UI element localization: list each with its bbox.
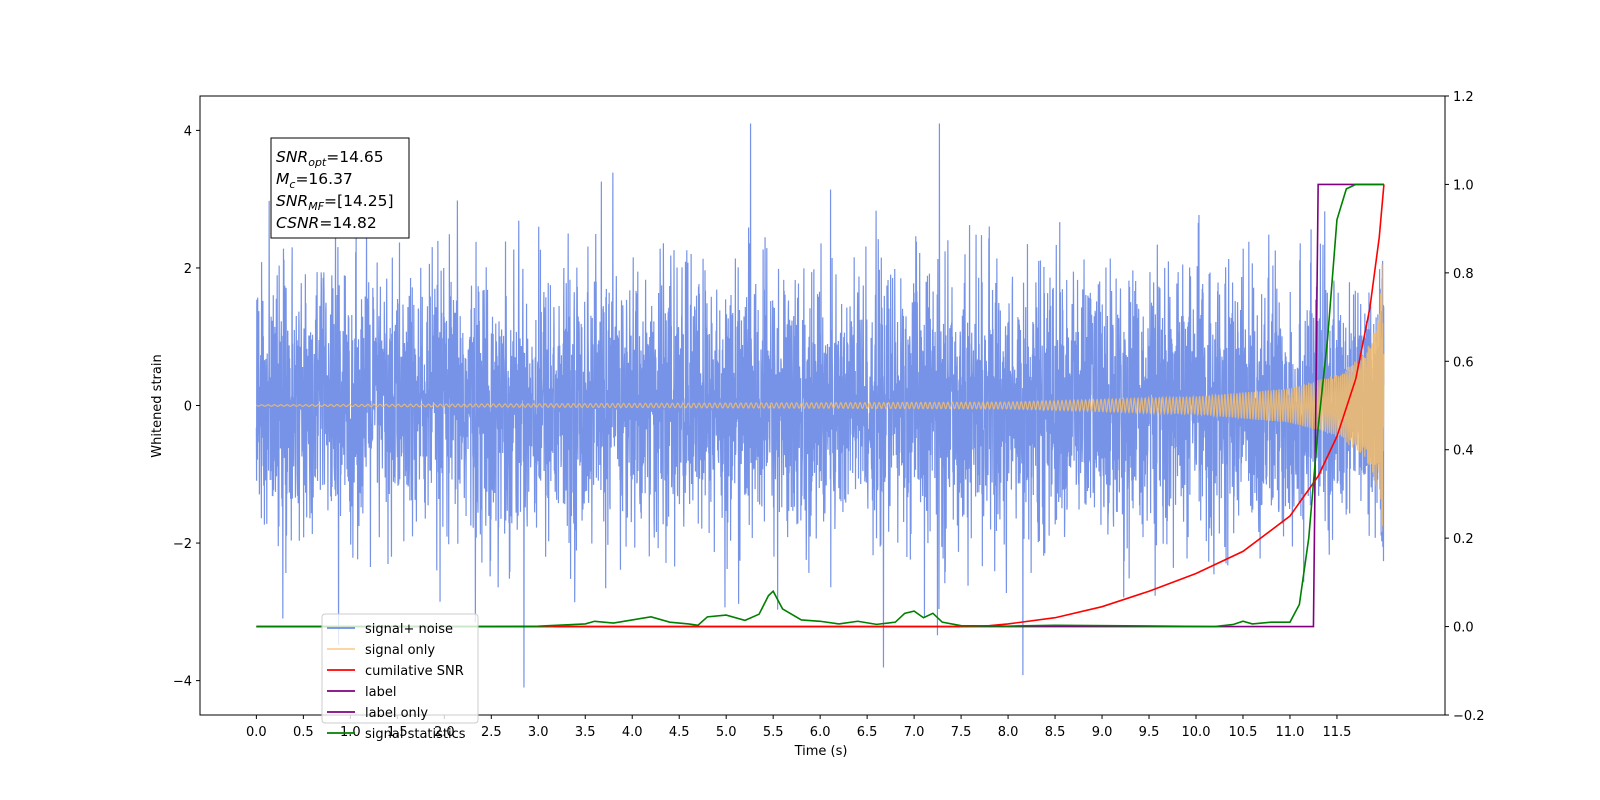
- y-left-tick-label: −4: [173, 675, 192, 690]
- x-tick-label: 11.5: [1322, 725, 1351, 740]
- series-layer: [255, 123, 1385, 688]
- x-tick-label: 6.0: [810, 725, 831, 740]
- annotation-frame: [270, 137, 410, 239]
- legend: signal+ noise signal only cumilative SNR la…: [321, 613, 479, 742]
- y-right-axis-ticks: −0.2 0.0 0.2 0.4 0.6 0.8 1.0 1.2: [1445, 90, 1485, 724]
- y-left-tick-label: 0: [184, 400, 192, 415]
- x-tick-label: 4.5: [669, 725, 690, 740]
- x-tick-label: 5.5: [763, 725, 784, 740]
- x-tick-label: 3.0: [528, 725, 549, 740]
- x-axis-ticks: 0.0 0.5 1.0 1.5 2.0 2.5 3.0 3.5 4.0 4.5 5.0 5.5 6.0 6…: [246, 715, 1351, 740]
- x-tick-label: 11.0: [1275, 725, 1304, 740]
- x-tick-label: 8.0: [998, 725, 1019, 740]
- y-right-tick-label: 1.2: [1453, 90, 1474, 105]
- legend-entry-label: cumilative SNR: [365, 664, 464, 679]
- x-tick-label: 8.5: [1045, 725, 1066, 740]
- y-left-tick-label: −2: [173, 537, 192, 552]
- x-tick-label: 4.0: [622, 725, 643, 740]
- x-tick-label: 9.5: [1139, 725, 1160, 740]
- x-tick-label: 1.5: [387, 725, 408, 740]
- y-right-tick-label: 0.8: [1453, 267, 1474, 282]
- x-tick-label: 6.5: [857, 725, 878, 740]
- series-line-cumilative-snr: [256, 184, 1385, 628]
- legend-entry-label: signal only: [365, 643, 435, 658]
- x-tick-label: 9.0: [1092, 725, 1113, 740]
- y-right-tick-label: −0.2: [1453, 709, 1485, 724]
- annotation-line: SNRMF=[14.25]: [276, 192, 394, 213]
- y-right-tick-label: 0.4: [1453, 444, 1474, 459]
- x-tick-label: 0.5: [293, 725, 314, 740]
- x-tick-label: 10.0: [1182, 725, 1211, 740]
- legend-frame: [321, 613, 479, 724]
- legend-entry-label: label only: [365, 706, 428, 721]
- x-tick-label: 2.5: [481, 725, 502, 740]
- x-tick-label: 2.0: [434, 725, 455, 740]
- x-tick-label: 5.0: [716, 725, 737, 740]
- y-axis-label: Whitened strain: [150, 354, 165, 457]
- series-line-signal-only: [256, 264, 1385, 532]
- series-line-signal-statistics: [256, 183, 1384, 628]
- x-axis-label: Time (s): [794, 744, 848, 759]
- y-right-tick-label: 1.0: [1453, 178, 1474, 193]
- x-tick-label: 7.5: [951, 725, 972, 740]
- legend-entry-label: signal+ noise: [365, 622, 453, 637]
- x-tick-label: 3.5: [575, 725, 596, 740]
- y-left-tick-label: 4: [184, 124, 192, 139]
- annotation-line: SNRopt=14.65: [276, 148, 384, 169]
- annotation-line: Mc=16.37: [276, 170, 353, 191]
- y-right-tick-label: 0.6: [1453, 355, 1474, 370]
- y-left-axis-ticks: −4 −2 0 2 4: [173, 124, 200, 690]
- legend-entry-label: label: [365, 685, 396, 700]
- legend-entry-label: signal statistics: [365, 727, 466, 742]
- x-tick-label: 7.0: [904, 725, 925, 740]
- series-line-signal-plus-noise: [255, 123, 1385, 688]
- y-left-tick-label: 2: [184, 262, 192, 277]
- y-right-tick-label: 0.0: [1453, 621, 1474, 636]
- x-tick-label: 10.5: [1229, 725, 1258, 740]
- y-right-tick-label: 0.2: [1453, 532, 1474, 547]
- annotation-box: SNRopt=14.65Mc=16.37SNRMF=[14.25]CSNR=14…: [270, 137, 410, 239]
- annotation-line: CSNR=14.82: [276, 214, 377, 232]
- x-tick-label: 0.0: [246, 725, 267, 740]
